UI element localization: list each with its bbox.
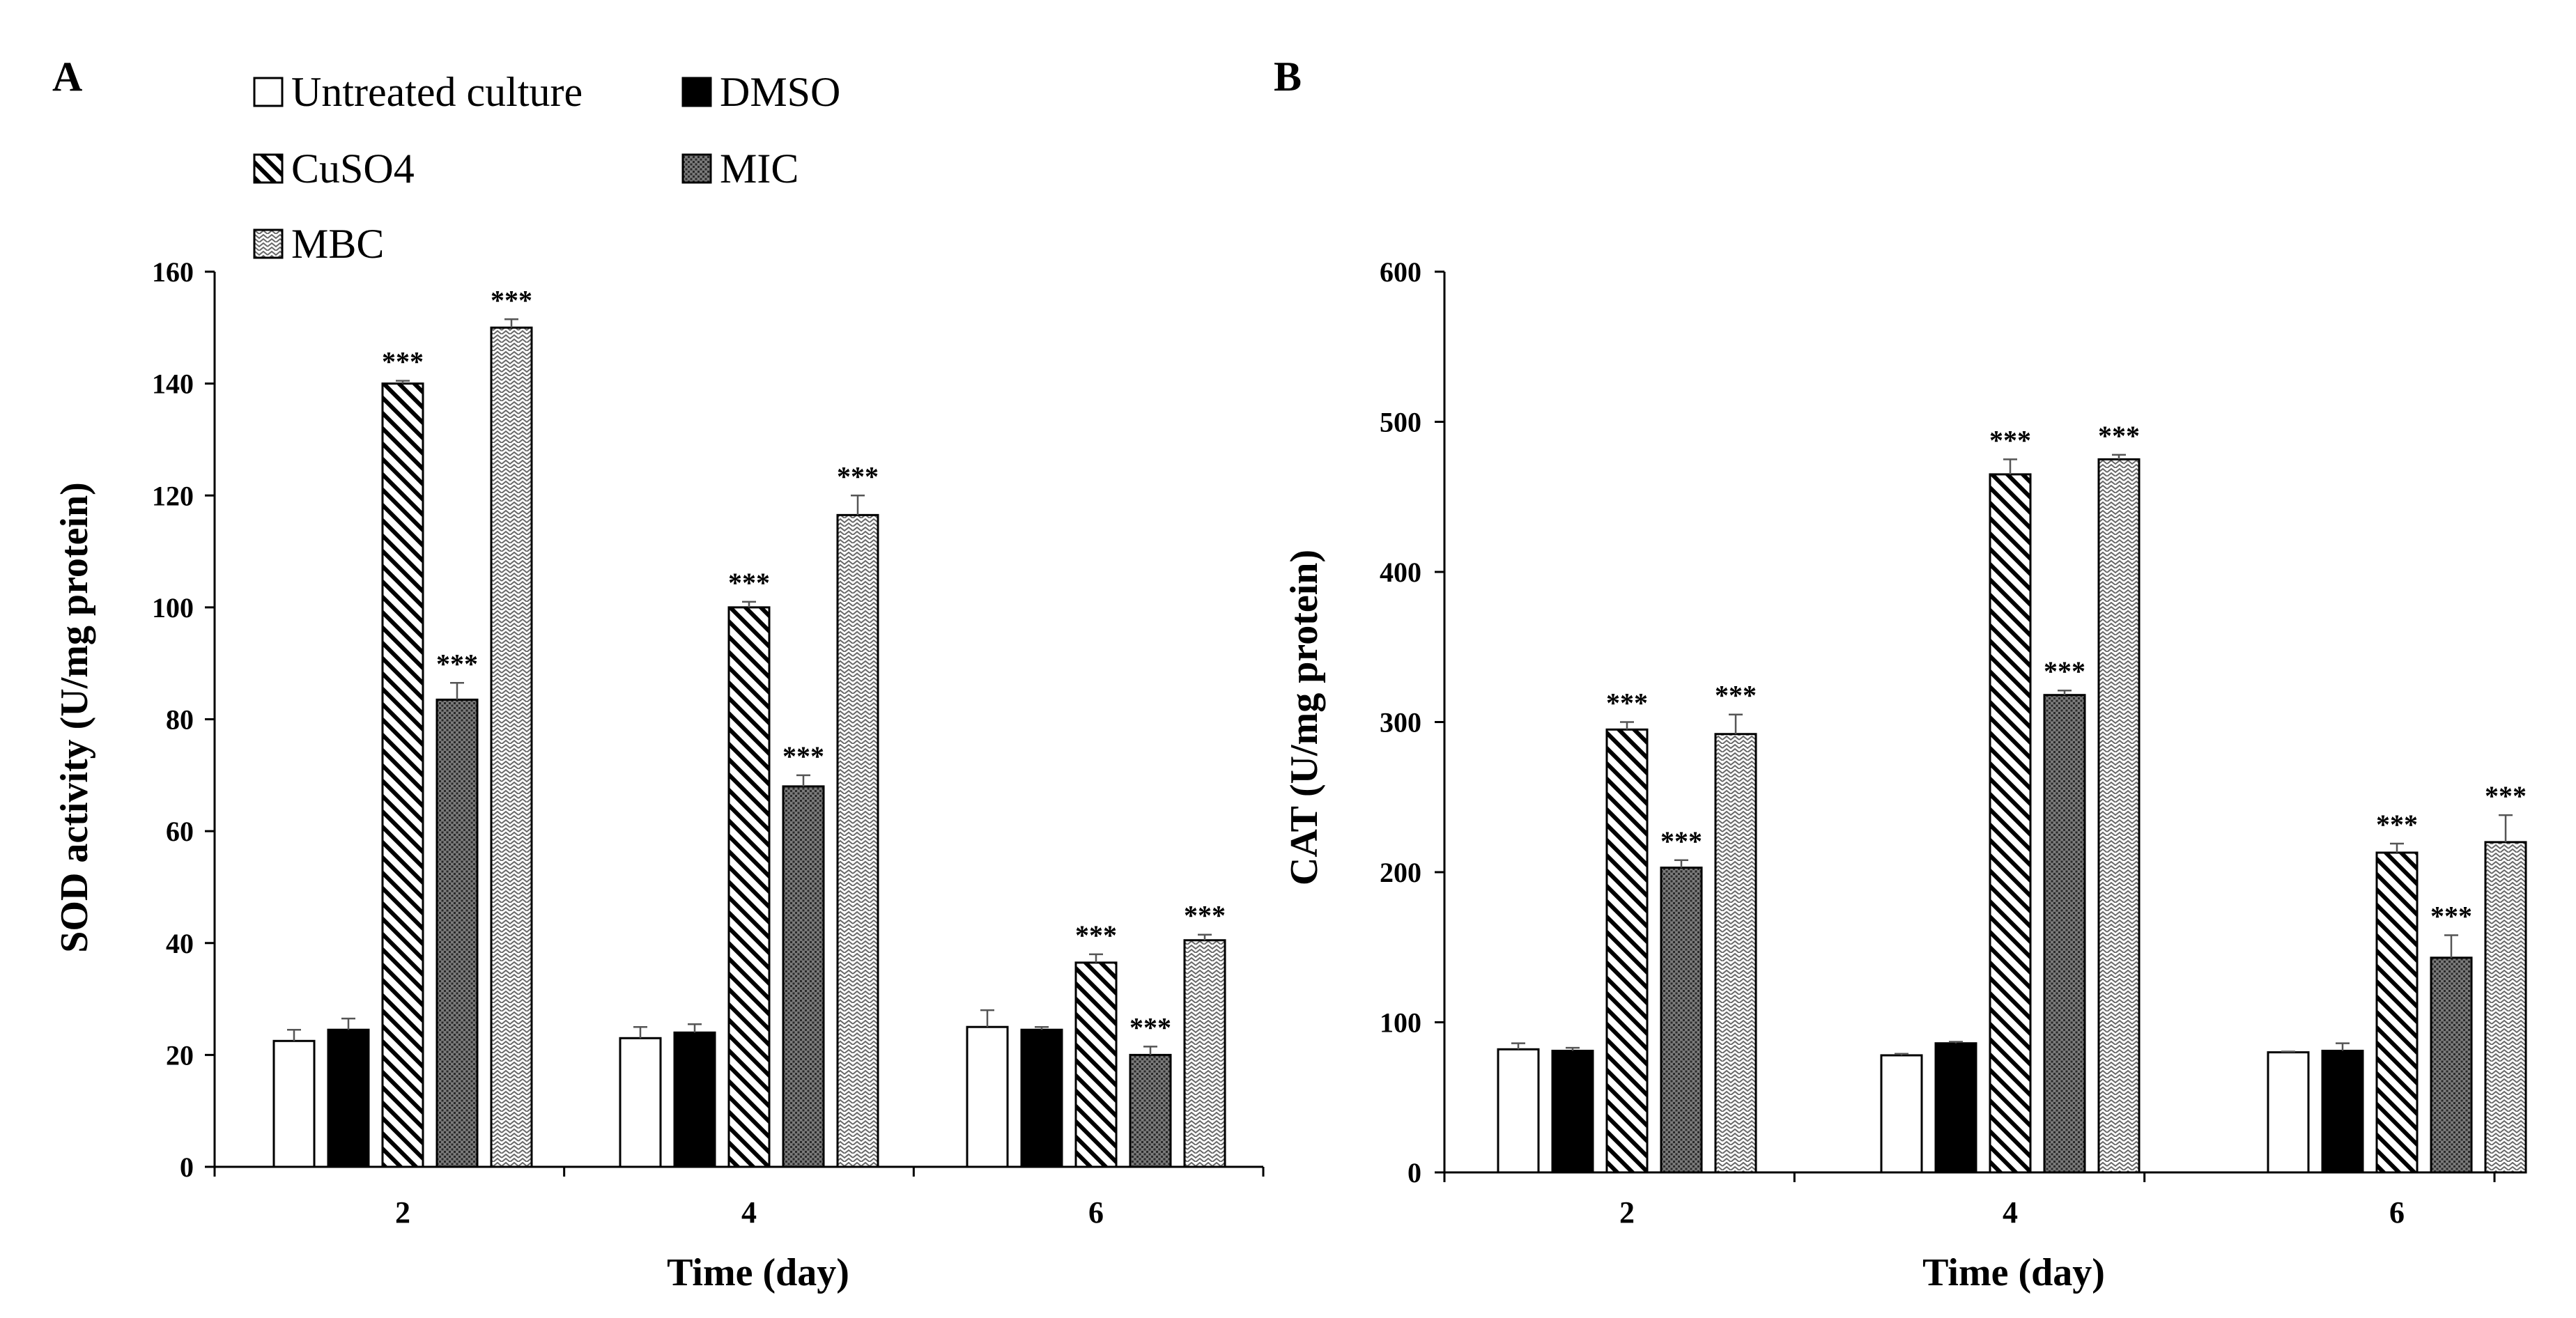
y-tick-label: 200 [1380,857,1421,888]
bar-a-dmso-day6 [1020,1028,1063,1168]
bar-a-cuso4-day6 [1074,961,1118,1168]
x-category-label: 6 [2389,1195,2405,1230]
y-tick-label: 600 [1380,256,1421,288]
bar-b-cuso4-day4 [1989,473,2032,1174]
legend-swatch-cuso4 [253,153,284,184]
bar-b-cuso4-day2 [1605,728,1649,1174]
y-axis-title: SOD activity (U/mg protein) [53,482,96,953]
bar-a-mic-day2 [435,698,479,1168]
x-axis-title: Time (day) [1922,1251,2105,1294]
significance-marker: *** [1184,900,1226,931]
bar-a-cuso4-day4 [727,606,771,1168]
y-tick-label: 160 [152,256,194,288]
y-tick-label: 40 [166,928,194,959]
bar-b-dmso-day4 [1934,1042,1977,1174]
significance-marker: *** [436,648,478,679]
legend-item-cuso4: CuSO4 [253,146,415,192]
legend-label-mic: MIC [720,146,799,192]
legend-label-mbc: MBC [291,221,384,267]
panel-a-chart: 0 20 40 60 80 100 120 140 160 2 4 6 Time (day) SOD ac… [53,256,1265,1294]
y-tick-label: 300 [1380,707,1421,738]
panel-a-label: A [52,54,82,100]
bar-b-untreated-day6 [2267,1051,2310,1174]
bar-a-untreated-day2 [272,1039,316,1168]
legend-swatch-mic [681,153,712,184]
legend-item-mbc: MBC [253,221,384,267]
bar-b-mbc-day4 [2097,458,2141,1174]
y-tick-label: 100 [1380,1007,1421,1039]
significance-marker: *** [382,346,424,378]
x-category-label: 6 [1088,1195,1104,1230]
bar-a-mic-day4 [782,785,825,1168]
y-axis-title: CAT (U/mg protein) [1283,550,1326,885]
x-category-label: 4 [741,1195,757,1230]
y-tick-label: 0 [1407,1157,1421,1188]
significance-marker: *** [2430,901,2472,932]
y-tick-label: 500 [1380,407,1421,438]
panel-b-chart: 0 100 200 300 400 500 600 2 4 6 Time (day) CAT (U/m… [1283,256,2527,1294]
legend-item-dmso: DMSO [681,69,840,115]
y-tick-label: 80 [166,704,194,736]
y-tick-label: 0 [180,1152,194,1183]
significance-marker: *** [782,741,824,772]
bar-a-mbc-day2 [490,326,533,1168]
bar-b-mic-day6 [2430,956,2473,1174]
bar-b-cuso4-day6 [2375,851,2419,1174]
bar-a-cuso4-day2 [381,382,424,1168]
bar-a-untreated-day4 [619,1037,662,1168]
legend-swatch-mbc [253,228,284,259]
significance-marker: *** [2098,420,2140,451]
y-tick-label: 400 [1380,557,1421,588]
significance-marker: *** [837,460,879,492]
bar-a-mbc-day6 [1183,939,1226,1168]
significance-marker: *** [1606,688,1648,719]
legend-swatch-dmso [681,77,712,107]
bar-b-untreated-day2 [1497,1048,1540,1174]
bar-b-dmso-day2 [1551,1049,1594,1174]
bar-b-mbc-day2 [1714,733,1757,1174]
significance-marker: *** [1660,825,1702,857]
bar-b-dmso-day6 [2321,1049,2364,1174]
legend-label-dmso: DMSO [720,69,840,115]
bar-b-mic-day4 [2043,694,2086,1174]
bar-b-mbc-day6 [2484,841,2527,1174]
significance-marker: *** [2485,780,2527,812]
significance-marker: *** [1989,424,2031,456]
y-tick-label: 140 [152,369,194,400]
legend-swatch-untreated [253,77,284,107]
significance-marker: *** [1129,1011,1171,1043]
x-category-label: 2 [1619,1195,1635,1230]
x-axis-title: Time (day) [667,1251,849,1294]
bar-a-dmso-day2 [327,1028,370,1168]
legend-item-mic: MIC [681,146,799,192]
significance-marker: *** [1075,920,1117,951]
x-category-label: 2 [395,1195,410,1230]
bar-b-mic-day2 [1660,867,1703,1174]
significance-marker: *** [2376,809,2418,840]
significance-marker: *** [728,567,770,598]
bar-a-mic-day6 [1129,1053,1172,1168]
y-tick-label: 60 [166,816,194,847]
legend-label-untreated: Untreated culture [291,69,583,115]
legend-label-cuso4: CuSO4 [291,146,415,192]
significance-marker: *** [1715,680,1757,711]
y-tick-label: 20 [166,1039,194,1071]
x-category-label: 4 [2003,1195,2018,1230]
bar-b-untreated-day4 [1880,1054,1923,1174]
y-tick-label: 120 [152,480,194,511]
significance-marker: *** [2044,656,2085,687]
legend: Untreated culture DMSO CuSO4 MIC MBC [253,69,840,267]
y-tick-label: 100 [152,592,194,623]
bar-a-dmso-day4 [673,1031,716,1168]
significance-marker: *** [491,284,532,316]
bar-a-mbc-day4 [836,513,879,1168]
legend-item-untreated: Untreated culture [253,69,583,115]
panel-b-label: B [1274,54,1302,100]
bar-a-untreated-day6 [966,1025,1009,1168]
